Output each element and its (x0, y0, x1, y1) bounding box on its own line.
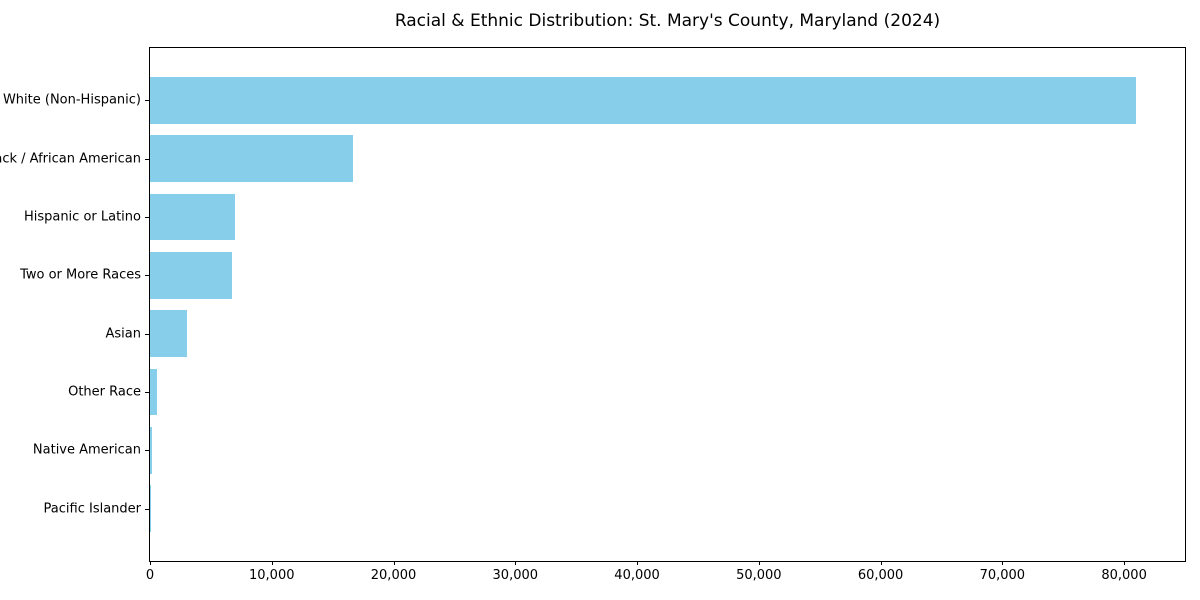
x-tick-mark (393, 561, 395, 565)
bar (150, 252, 232, 299)
x-tick-label: 40,000 (614, 568, 660, 583)
x-tick-mark (1002, 561, 1004, 565)
x-tick-label: 80,000 (1101, 568, 1147, 583)
y-tick-label: Two or More Races (20, 267, 141, 283)
x-tick-mark (515, 561, 517, 565)
y-tick-mark (145, 508, 149, 510)
y-tick-label: White (Non-Hispanic) (2, 92, 141, 108)
y-tick-mark (145, 158, 149, 160)
bar (150, 368, 157, 416)
x-tick-label: 50,000 (736, 568, 782, 583)
y-tick-mark (145, 275, 149, 277)
y-tick-mark (145, 450, 149, 452)
bar (150, 193, 236, 241)
y-tick-mark (145, 391, 149, 393)
bar (150, 77, 1137, 124)
x-tick-label: 70,000 (979, 568, 1026, 583)
y-tick-label: Pacific Islander (43, 501, 141, 517)
x-tick-label: 10,000 (249, 568, 295, 583)
y-tick-mark (145, 333, 149, 335)
plot-area: White (Non-Hispanic) Black / African Amer… (0, 47, 1186, 583)
y-tick-mark (145, 100, 149, 102)
x-tick-mark (1124, 561, 1126, 565)
y-tick-label: Asian (105, 326, 141, 342)
x-tick-label: 60,000 (857, 568, 904, 583)
x-tick-mark (758, 561, 760, 565)
x-tick-label: 0 (145, 568, 155, 583)
x-tick-label: 20,000 (370, 568, 417, 583)
x-tick-mark (637, 561, 639, 565)
y-tick-label: Native American (32, 442, 141, 458)
x-tick-mark (271, 561, 273, 565)
x-tick-mark (150, 561, 151, 565)
chart-title: Racial & Ethnic Distribution: St. Mary's… (394, 11, 941, 31)
y-tick-label: Other Race (68, 384, 141, 400)
y-tick-label: Hispanic or Latino (23, 209, 141, 225)
bar (150, 135, 354, 183)
bar (150, 485, 151, 532)
x-tick-label: 30,000 (492, 568, 539, 583)
x-tick-mark (880, 561, 882, 565)
bar (150, 310, 187, 357)
y-tick-label: Black / African American (0, 151, 141, 167)
bar (150, 426, 152, 474)
y-tick-mark (145, 217, 149, 219)
